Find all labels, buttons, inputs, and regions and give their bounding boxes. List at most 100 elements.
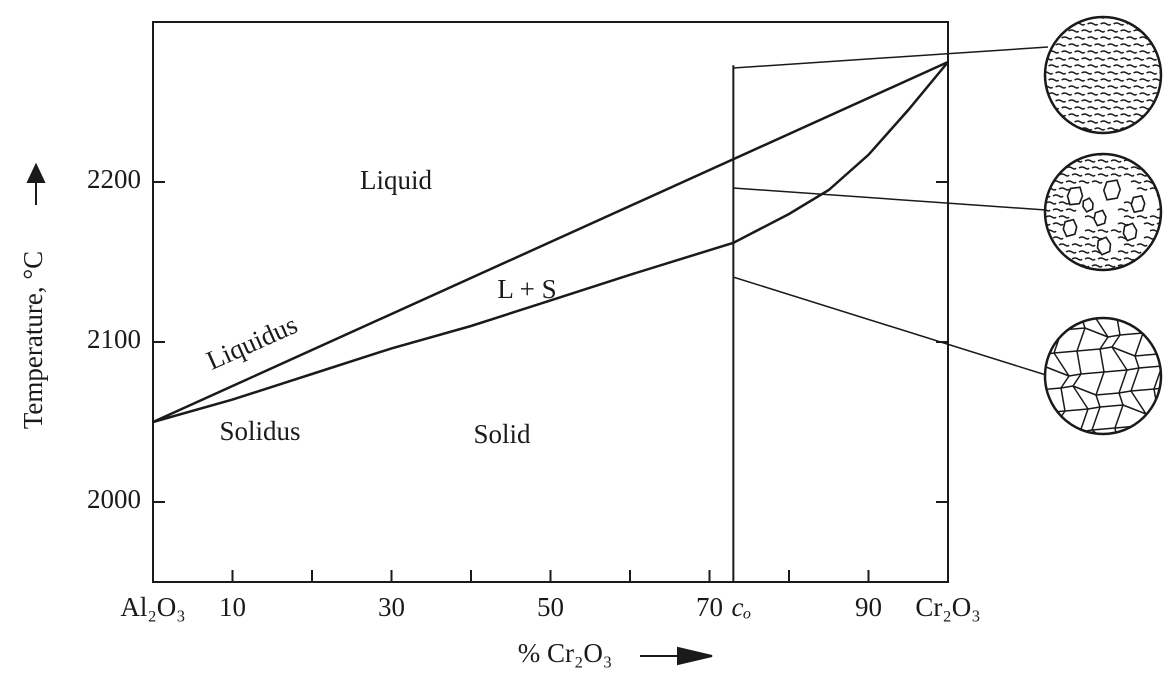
liquid-dash (1107, 57, 1119, 61)
liquid-dash (1045, 154, 1051, 156)
liquid-dash (1139, 78, 1151, 82)
liquid-dash (1100, 78, 1112, 82)
liquid-dash (1045, 43, 1054, 47)
liquid-dash (1156, 166, 1161, 170)
liquid-dash (1146, 17, 1158, 19)
liquid-dash (1055, 43, 1067, 47)
liquid-dash (1068, 99, 1080, 103)
liquid-dash (1163, 174, 1169, 176)
liquid-dash (1133, 71, 1145, 75)
crystal (1066, 186, 1084, 206)
liquid-dash (1087, 92, 1099, 96)
liquid-dash (1094, 71, 1106, 75)
liquid-dash (1087, 120, 1099, 124)
liquid-dash (1065, 264, 1077, 268)
liquid-dash (1120, 71, 1132, 75)
liquid-dash (1045, 180, 1051, 184)
grain-boundary (1111, 346, 1128, 371)
liquid-dash (1156, 154, 1161, 156)
liquid-dash (1068, 57, 1080, 61)
grain-boundary (1084, 327, 1109, 338)
grain-boundary (1118, 392, 1124, 406)
grain-boundary (1072, 385, 1089, 410)
liquid-dash (1143, 166, 1155, 170)
grain-boundary (1045, 318, 1059, 319)
liquid-dash (1113, 22, 1125, 26)
grain-boundary (1045, 318, 1051, 333)
liquid-dash (1052, 154, 1064, 156)
grain-boundary (1076, 348, 1101, 352)
grain-boundary (1134, 332, 1144, 357)
liquid-dash (1110, 159, 1122, 163)
liquid-dash (1071, 257, 1083, 261)
grain-boundary (1061, 327, 1086, 331)
liquid-dash (1097, 257, 1109, 261)
liquid-dash (1130, 154, 1142, 156)
liquid-dash (1068, 43, 1080, 47)
liquid-dash (1113, 78, 1125, 82)
liquid-dash (1139, 106, 1151, 110)
grain-boundary (1116, 310, 1139, 312)
liquid-dash (1055, 85, 1067, 89)
liquid-dash (1087, 36, 1099, 40)
liquid-dash (1159, 99, 1161, 103)
liquid-dash (1130, 264, 1142, 268)
grain-boundary (1080, 371, 1105, 375)
liquid-dash (1058, 173, 1070, 177)
grain-boundary (1142, 330, 1156, 334)
grain-boundary (1095, 392, 1120, 396)
liquid-dash (1163, 160, 1169, 162)
liquid-dash (1107, 99, 1119, 103)
liquid-dash (1087, 106, 1099, 110)
liquid-dash (1117, 222, 1129, 226)
liquid-dash (1045, 250, 1051, 254)
grain-boundary (1038, 390, 1042, 413)
liquid-dash (1146, 57, 1158, 61)
liquid-dash (1074, 50, 1086, 54)
liquid-dash (1055, 99, 1067, 103)
liquid-dash (1163, 258, 1169, 260)
liquid-dash (1058, 243, 1070, 247)
liquid-dash (1045, 159, 1057, 163)
leader-line (732, 276, 1047, 376)
grain-boundary (1150, 318, 1161, 320)
liquid-dash (1159, 17, 1161, 19)
liquid-dash (1136, 243, 1148, 247)
liquid-dash (1045, 264, 1051, 268)
y-tick-label: 2200 (87, 164, 141, 194)
liquid-dash (1084, 243, 1096, 247)
liquid-dash (1152, 106, 1161, 110)
liquid-dash (1094, 43, 1106, 47)
liquid-dash (1061, 50, 1073, 54)
liquid-dash (1071, 243, 1083, 247)
crystal (1122, 222, 1138, 242)
liquid-dash (1081, 85, 1093, 89)
liquid-dash (1159, 43, 1161, 47)
liquid-dash (1074, 36, 1086, 40)
liquid-dash (1120, 85, 1132, 89)
grain-boundary (1053, 350, 1078, 354)
liquid-dash (1084, 159, 1096, 163)
liquid-dash (1117, 154, 1129, 156)
liquid-dash (1117, 208, 1129, 212)
crystal (1062, 218, 1078, 238)
liquid-dash (1078, 166, 1090, 170)
liquid-dash (1120, 57, 1132, 61)
liquid-dash (1159, 113, 1161, 117)
grain-boundary (1095, 394, 1101, 408)
liquid-dash (1058, 201, 1070, 205)
grain-boundary (1056, 422, 1062, 434)
liquid-dash (1113, 92, 1125, 96)
liquid-dash (1123, 243, 1135, 247)
liquid-dash (1123, 173, 1135, 177)
liquid-dash (1065, 250, 1077, 254)
liquid-dash (1133, 85, 1145, 89)
liquid-dash (1058, 159, 1070, 163)
liquid-dash (1100, 22, 1112, 26)
grain-boundary (1134, 353, 1159, 357)
liquid-dash (1055, 17, 1067, 19)
grain-boundary (1138, 318, 1152, 320)
liquid-dash (1110, 229, 1122, 233)
liquid-dash (1133, 99, 1145, 103)
